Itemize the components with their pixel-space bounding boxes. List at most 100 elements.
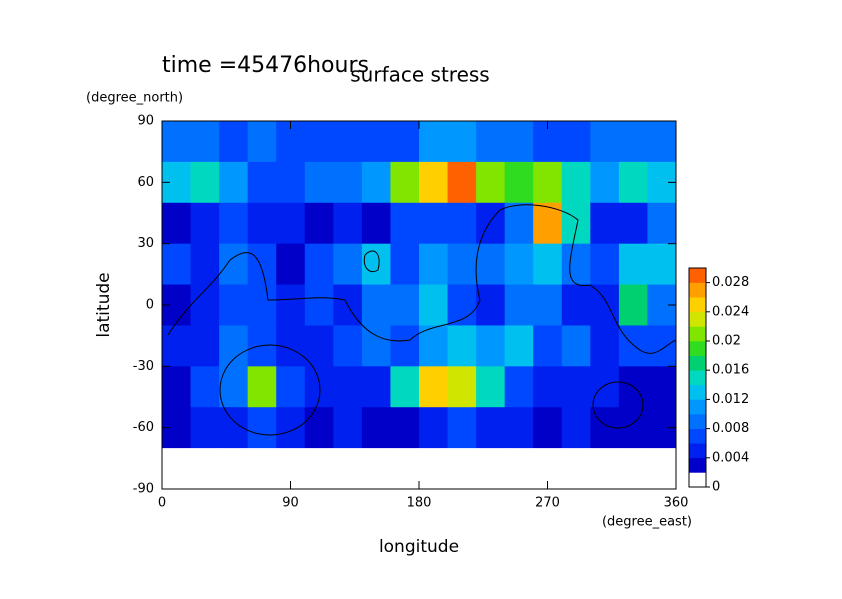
contour-cell [247,407,277,449]
colorbar-swatch [689,355,706,371]
contour-cell [390,161,420,204]
contour-cell [361,202,391,245]
contour-cell [219,284,249,326]
colorbar-swatch [689,268,706,283]
contour-cell [647,121,676,163]
contour-cell [447,407,477,449]
colorbar-frame [688,267,707,488]
x-tick-label: 270 [535,496,560,511]
contour-field [162,121,676,489]
colorbar-tick-label: 0.028 [712,275,749,290]
contour-cell [533,325,563,367]
colorbar-tick-label: 0.012 [712,392,749,407]
contour-cell [561,448,591,489]
chart-title: surface stress [350,63,489,87]
contour-cell [190,121,220,163]
contour-cell [247,366,277,408]
contour-cell [276,284,306,326]
colorbar-swatch [689,414,706,429]
contour-cell [247,243,277,286]
contour-cell [561,407,591,449]
contour-cell [618,161,648,204]
contour-cell [190,325,220,367]
contour-cell [304,366,334,408]
contour-cell [219,202,249,245]
contour-cell [590,366,620,408]
contour-cell [276,243,306,286]
contour-cell [561,325,591,367]
contour-cell [533,366,563,408]
contour-cell [476,325,506,367]
contour-cell [390,243,420,286]
contour-cell [304,407,334,449]
y-tick-label: 60 [137,175,154,190]
contour-cell [219,325,249,367]
coastlines [167,204,676,436]
contour-cell [190,407,220,449]
contour-cell [419,202,449,245]
contour-cell [361,366,391,408]
contour-cell [447,284,477,326]
contour-cell [304,161,334,204]
contour-cell [561,366,591,408]
contour-cell [333,202,363,245]
contour-cell [390,325,420,367]
contour-cell [361,325,391,367]
contour-cell [447,243,477,286]
y-tick-label: -30 [133,359,154,374]
contour-cell [219,448,249,489]
contour-cell [333,243,363,286]
contour-cell [618,121,648,163]
contour-cell [419,448,449,489]
contour-cell [447,202,477,245]
x-tick-label: 0 [158,496,166,511]
contour-cell [304,202,334,245]
colorbar-swatch [689,297,706,313]
y-unit: (degree_north) [86,91,183,106]
y-axis-label: latitude [94,272,114,337]
contour-cell [219,243,249,286]
contour-cell [561,284,591,326]
contour-cell [504,284,534,326]
contour-cell [162,202,192,245]
contour-cell [561,243,591,286]
contour-cell [247,121,277,163]
colorbar-swatch [689,472,706,488]
contour-cell [162,366,192,408]
contour-cell [504,366,534,408]
contour-cell [304,121,334,163]
contour-cell [162,121,192,163]
contour-cell [447,325,477,367]
contour-cell [476,202,506,245]
contour-cell [561,161,591,204]
contour-cell [190,202,220,245]
contour-cell [533,161,563,204]
contour-cell [247,161,277,204]
contour-cell [304,243,334,286]
colorbar-swatch [689,341,706,356]
contour-cell [247,448,277,489]
contour-cell [419,366,449,408]
contour-cell [618,243,648,286]
contour-cell [561,202,591,245]
contour-cell [504,121,534,163]
colorbar-swatch [689,457,706,473]
contour-cell [647,448,676,489]
colorbar-swatch [689,384,706,400]
contour-cell [219,121,249,163]
contour-cell [590,161,620,204]
contour-cell [190,284,220,326]
contour-cell [618,448,648,489]
contour-cell [590,448,620,489]
contour-cell [390,284,420,326]
contour-cell [247,325,277,367]
contour-cell [361,243,391,286]
contour-cell [361,284,391,326]
contour-cell [390,366,420,408]
contour-cell [361,448,391,489]
contour-cell [533,284,563,326]
contour-cell [419,243,449,286]
x-unit: (degree_east) [602,515,692,530]
contour-cell [504,407,534,449]
